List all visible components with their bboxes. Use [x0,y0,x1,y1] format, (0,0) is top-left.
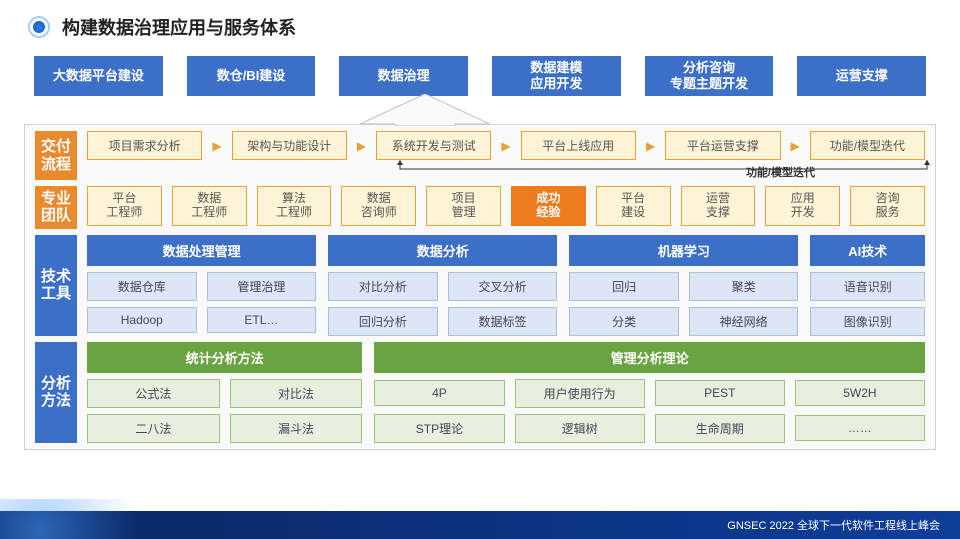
team-chip: 算法 工程师 [257,186,332,226]
group-item: 公式法 [87,379,220,408]
row-label-method: 分析 方法 [35,342,77,443]
flow-step: 平台上线应用 [521,131,636,160]
flow-step: 架构与功能设计 [232,131,347,160]
flow-step: 系统开发与测试 [376,131,491,160]
up-arrow-zone [0,96,960,124]
group-item: 交叉分析 [448,272,558,301]
team-chip: 数据 工程师 [172,186,247,226]
group-item: 回归分析 [328,307,438,336]
group-item: …… [795,415,925,441]
row-team: 专业 团队 平台 工程师数据 工程师算法 工程师数据 咨询师项目 管理成功 经验… [35,186,925,229]
group-item: PEST [655,380,785,406]
row-delivery: 交付 流程 项目需求分析 ▶ 架构与功能设计 ▶ 系统开发与测试 ▶ 平台上线应… [35,131,925,180]
group-header: AI技术 [810,235,925,266]
group-item: 4P [374,380,504,406]
group-header: 数据处理管理 [87,235,316,266]
group-item: 聚类 [689,272,799,301]
team-chip: 平台 建设 [596,186,671,226]
arrow-icon: ▶ [357,139,366,153]
flow-step: 平台运营支撑 [665,131,780,160]
group-item: 生命周期 [655,414,785,443]
arrow-icon: ▶ [791,139,800,153]
group-item: 逻辑树 [515,414,645,443]
feedback-label: 功能/模型迭代 [87,164,925,180]
group-item: 对比法 [230,379,363,408]
group: 数据处理管理数据仓库管理治理 Hadoop ETL… [87,235,316,336]
group-header: 统计分析方法 [87,342,362,373]
group-item: Hadoop [87,307,197,333]
group: 管理分析理论 4P 用户使用行为 PEST 5W2H STP理论逻辑树生命周期 …… [374,342,925,443]
team-chip: 项目 管理 [426,186,501,226]
row-label-team: 专业 团队 [35,186,77,229]
group-item: 数据仓库 [87,272,197,301]
group-header: 管理分析理论 [374,342,925,373]
group-item: 5W2H [795,380,925,406]
group-item: 图像识别 [810,307,925,336]
page-title: 构建数据治理应用与服务体系 [62,14,296,40]
row-method: 分析 方法 统计分析方法公式法对比法二八法漏斗法管理分析理论4P用户使用行为PE… [35,342,925,443]
top-box: 数据治理 [339,56,468,96]
top-box: 数仓/BI建设 [187,56,316,96]
row-label-delivery: 交付 流程 [35,131,77,180]
team-chip: 平台 工程师 [87,186,162,226]
group-header: 数据分析 [328,235,557,266]
team-chip: 运营 支撑 [681,186,756,226]
group-item: 回归 [569,272,679,301]
up-arrow-icon [360,94,490,126]
group-item: STP理论 [374,414,504,443]
group: 机器学习回归聚类分类神经网络 [569,235,798,336]
team-chip: 成功 经验 [511,186,586,226]
group-item: 语音识别 [810,272,925,301]
group-item: 数据标签 [448,307,558,336]
team-chip: 应用 开发 [765,186,840,226]
footer-text: GNSEC 2022 全球下一代软件工程线上峰会 [727,517,940,533]
group-item: 对比分析 [328,272,438,301]
group-header: 机器学习 [569,235,798,266]
group-item: 用户使用行为 [515,379,645,408]
top-box: 大数据平台建设 [34,56,163,96]
top-box: 分析咨询 专题主题开发 [645,56,774,96]
row-tech: 技术 工具 数据处理管理数据仓库管理治理 Hadoop ETL… 数据分析对比分析交叉… [35,235,925,336]
team-chip: 数据 咨询师 [341,186,416,226]
arrow-icon: ▶ [501,139,510,153]
group: AI技术语音识别图像识别 [810,235,925,336]
group-item: 分类 [569,307,679,336]
top-services-row: 大数据平台建设 数仓/BI建设 数据治理 数据建模 应用开发 分析咨询 专题主题… [0,50,960,96]
bullet-icon [28,16,50,38]
group-item: ETL… [207,307,317,333]
row-label-tech: 技术 工具 [35,235,77,336]
top-box: 数据建模 应用开发 [492,56,621,96]
main-panel: 交付 流程 项目需求分析 ▶ 架构与功能设计 ▶ 系统开发与测试 ▶ 平台上线应… [24,124,936,450]
flow-step: 项目需求分析 [87,131,202,160]
top-box: 运营支撑 [797,56,926,96]
footer: GNSEC 2022 全球下一代软件工程线上峰会 [0,511,960,539]
team-chip: 咨询 服务 [850,186,925,226]
arrow-icon: ▶ [646,139,655,153]
flow-step: 功能/模型迭代 [810,131,925,160]
group: 统计分析方法公式法对比法二八法漏斗法 [87,342,362,443]
group-item: 神经网络 [689,307,799,336]
arrow-icon: ▶ [212,139,221,153]
group-item: 二八法 [87,414,220,443]
header: 构建数据治理应用与服务体系 [0,0,960,50]
group: 数据分析对比分析交叉分析回归分析数据标签 [328,235,557,336]
group-item: 漏斗法 [230,414,363,443]
group-item: 管理治理 [207,272,317,301]
